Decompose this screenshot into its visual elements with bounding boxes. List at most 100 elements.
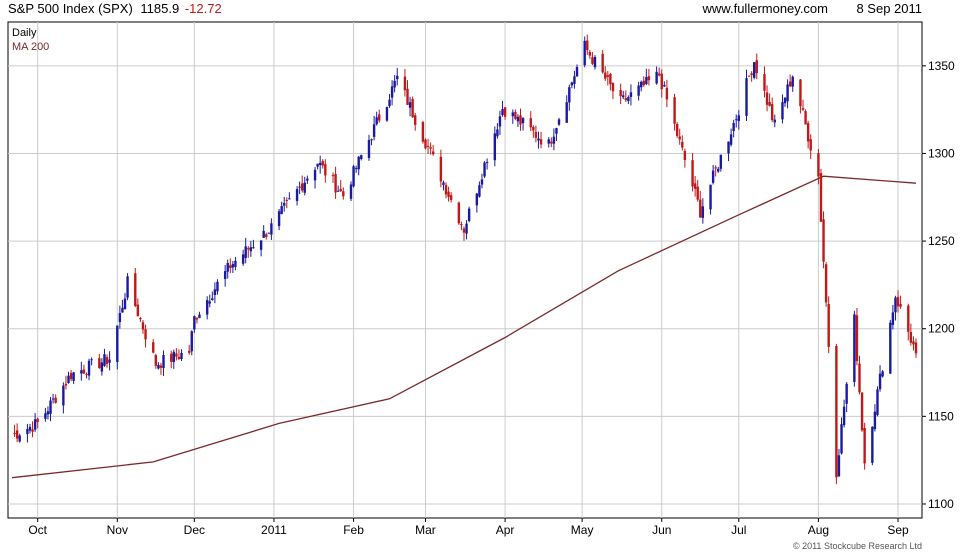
candle-body [152, 342, 155, 353]
candle-body [657, 73, 661, 76]
candle-body [80, 370, 83, 374]
candle-body [765, 92, 769, 105]
grid-lines [8, 22, 922, 518]
candle-body [223, 271, 227, 280]
candle-body [126, 276, 129, 298]
candle-body [108, 359, 111, 363]
candle-body [64, 383, 68, 386]
candle-body [252, 247, 255, 249]
candle-body [735, 119, 738, 121]
candle-body [90, 359, 93, 361]
candle-body [878, 373, 882, 390]
ma-200-line [11, 175, 917, 479]
candle-body [709, 184, 712, 210]
candle-body [321, 161, 324, 166]
x-tick-label: Mar [415, 523, 436, 537]
candle-body [586, 40, 589, 51]
candle-body [393, 80, 396, 88]
candle-body [26, 429, 29, 434]
candle-body [514, 111, 517, 119]
candle-body [411, 98, 414, 118]
candle-body [360, 155, 363, 160]
candle-body [123, 298, 127, 310]
plot-area [7, 21, 923, 519]
candle-body [357, 156, 360, 170]
candle-body [306, 178, 309, 181]
candle-body [568, 87, 571, 103]
candle-body [503, 107, 507, 117]
candle-body [234, 260, 237, 267]
candle-body [36, 418, 39, 423]
candle-body [480, 179, 484, 185]
candle-body [827, 303, 830, 347]
candle-body [205, 300, 209, 315]
candle-body [424, 139, 427, 149]
candle-body [483, 162, 486, 177]
candle-body [277, 211, 281, 226]
candle-body [449, 195, 453, 200]
candle-body [876, 389, 879, 416]
candle-body [303, 182, 306, 193]
candle-body [719, 154, 723, 169]
candle-body [819, 173, 823, 222]
candle-body [609, 73, 612, 85]
candle-body [85, 373, 88, 375]
candle-body [241, 254, 245, 264]
source-url[interactable]: www.fullermoney.com [702, 1, 828, 16]
candle-body [31, 429, 34, 432]
candle-body [665, 87, 669, 100]
candle-body [912, 341, 915, 345]
candle-body [711, 170, 715, 183]
candle-body [342, 191, 345, 197]
candle-body [298, 186, 301, 188]
candle-body [845, 383, 848, 404]
candle-body [537, 138, 540, 141]
candle-body [54, 397, 57, 403]
candle-body [498, 116, 502, 127]
candle-body [493, 133, 497, 161]
candle-body [673, 97, 676, 124]
candle-body [375, 117, 378, 125]
candle-body [87, 360, 91, 376]
candle-body [858, 363, 861, 393]
candle-body [431, 151, 435, 155]
candle-body [231, 264, 235, 268]
candle-body [601, 53, 604, 73]
candle-body [426, 145, 430, 147]
candle-body [193, 316, 196, 330]
candle-body [557, 119, 561, 125]
candle-body [139, 317, 142, 320]
candle-body [82, 369, 86, 374]
candle-body [372, 124, 376, 137]
candle-body [835, 345, 838, 478]
y-tick-label: 1150 [928, 409, 954, 423]
candle-body [229, 265, 232, 269]
candle-body [195, 317, 199, 320]
candle-body [103, 354, 106, 366]
candle-body [116, 325, 119, 362]
candle-body [907, 305, 910, 332]
candle-body [467, 208, 471, 221]
candle-body [444, 185, 448, 195]
candle-body [889, 322, 892, 374]
candle-body [817, 153, 820, 177]
candle-body [259, 240, 263, 250]
candle-body [539, 139, 543, 145]
last-price: 1185.9 [140, 1, 179, 16]
candle-body [349, 184, 353, 199]
candle-body [521, 118, 525, 124]
candle-body [747, 75, 751, 77]
candle-body [593, 56, 597, 68]
candle-body [285, 199, 288, 201]
candle-body [855, 315, 859, 361]
candle-body [860, 392, 864, 431]
candle-body [280, 206, 283, 215]
candle-body [336, 190, 340, 192]
candle-body [640, 81, 643, 88]
candle-body [180, 352, 183, 359]
candle-body [105, 357, 109, 364]
candle-body [69, 372, 73, 380]
candle-body [696, 186, 699, 200]
candle-body [547, 139, 550, 144]
